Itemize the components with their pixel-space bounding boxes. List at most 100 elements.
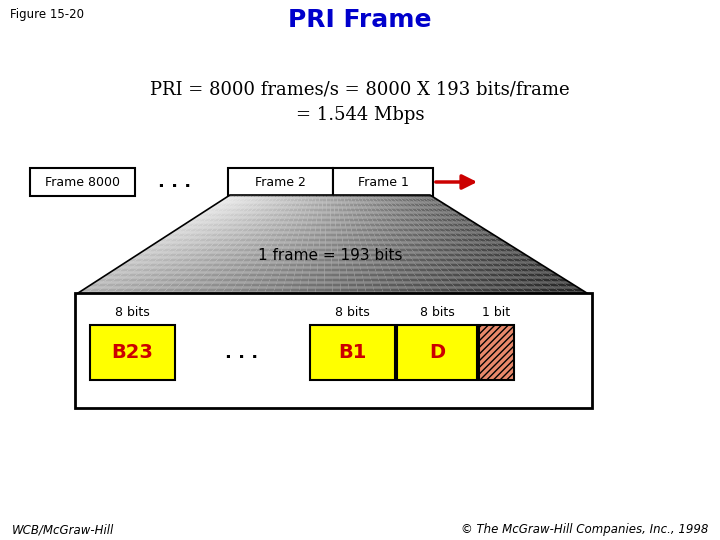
Polygon shape xyxy=(413,251,420,253)
Polygon shape xyxy=(392,238,399,239)
Polygon shape xyxy=(379,280,387,281)
Polygon shape xyxy=(265,226,271,227)
Polygon shape xyxy=(460,294,470,295)
Polygon shape xyxy=(248,253,255,254)
Polygon shape xyxy=(274,291,282,293)
Polygon shape xyxy=(348,287,357,289)
Polygon shape xyxy=(316,199,320,200)
Polygon shape xyxy=(223,239,230,240)
Polygon shape xyxy=(418,224,424,225)
Polygon shape xyxy=(304,234,310,235)
Polygon shape xyxy=(132,271,141,273)
Polygon shape xyxy=(221,225,228,226)
Polygon shape xyxy=(410,247,418,249)
Polygon shape xyxy=(148,260,156,261)
Polygon shape xyxy=(241,207,246,209)
Polygon shape xyxy=(408,276,416,278)
Polygon shape xyxy=(415,290,425,291)
Polygon shape xyxy=(391,291,400,293)
Polygon shape xyxy=(431,205,436,206)
Polygon shape xyxy=(420,221,426,222)
Polygon shape xyxy=(338,202,341,204)
Polygon shape xyxy=(349,205,354,206)
Polygon shape xyxy=(434,225,440,226)
Polygon shape xyxy=(438,214,444,215)
Polygon shape xyxy=(461,239,468,240)
Polygon shape xyxy=(430,256,437,258)
Polygon shape xyxy=(343,246,350,247)
Polygon shape xyxy=(185,251,193,253)
Polygon shape xyxy=(294,206,299,207)
Polygon shape xyxy=(256,291,265,293)
Polygon shape xyxy=(271,210,276,211)
Polygon shape xyxy=(302,244,307,245)
Polygon shape xyxy=(525,267,534,269)
Polygon shape xyxy=(356,213,361,214)
Polygon shape xyxy=(339,211,343,213)
Polygon shape xyxy=(416,218,422,219)
Polygon shape xyxy=(193,218,199,219)
Polygon shape xyxy=(535,265,544,266)
Polygon shape xyxy=(470,226,477,227)
Polygon shape xyxy=(87,291,98,293)
Polygon shape xyxy=(341,225,346,226)
Polygon shape xyxy=(476,256,484,258)
Polygon shape xyxy=(276,224,282,225)
Polygon shape xyxy=(170,233,177,234)
Polygon shape xyxy=(358,256,364,258)
Polygon shape xyxy=(320,231,325,233)
Polygon shape xyxy=(374,206,378,207)
Polygon shape xyxy=(286,215,291,216)
Polygon shape xyxy=(526,285,536,286)
Polygon shape xyxy=(402,207,408,209)
Polygon shape xyxy=(459,282,468,284)
Polygon shape xyxy=(332,271,339,273)
Polygon shape xyxy=(400,226,406,227)
Polygon shape xyxy=(331,237,337,238)
Polygon shape xyxy=(307,206,310,207)
Polygon shape xyxy=(540,284,550,285)
Polygon shape xyxy=(498,281,507,282)
Polygon shape xyxy=(387,229,393,230)
Polygon shape xyxy=(242,286,251,287)
Polygon shape xyxy=(221,214,227,215)
Polygon shape xyxy=(238,204,243,205)
Polygon shape xyxy=(228,195,233,196)
Polygon shape xyxy=(187,284,197,285)
Polygon shape xyxy=(122,264,130,265)
Polygon shape xyxy=(208,227,215,229)
Polygon shape xyxy=(220,241,228,242)
Polygon shape xyxy=(239,256,246,258)
Polygon shape xyxy=(204,258,212,259)
Polygon shape xyxy=(422,234,429,235)
Polygon shape xyxy=(150,269,159,270)
Polygon shape xyxy=(373,205,377,206)
Polygon shape xyxy=(316,224,321,225)
Polygon shape xyxy=(412,222,418,224)
Polygon shape xyxy=(511,274,521,275)
Polygon shape xyxy=(530,271,539,273)
Polygon shape xyxy=(261,225,267,226)
Polygon shape xyxy=(330,222,336,224)
Polygon shape xyxy=(193,231,200,233)
Polygon shape xyxy=(386,278,394,279)
Polygon shape xyxy=(468,293,477,294)
Polygon shape xyxy=(374,291,383,293)
Polygon shape xyxy=(333,286,341,287)
Polygon shape xyxy=(461,261,469,262)
Polygon shape xyxy=(281,202,285,204)
Polygon shape xyxy=(534,285,544,286)
Polygon shape xyxy=(180,291,190,293)
Polygon shape xyxy=(474,274,482,275)
Polygon shape xyxy=(365,225,371,226)
Polygon shape xyxy=(477,258,485,259)
Polygon shape xyxy=(295,205,300,206)
Polygon shape xyxy=(467,239,474,240)
Polygon shape xyxy=(264,237,271,238)
Polygon shape xyxy=(256,220,261,221)
Polygon shape xyxy=(533,264,542,265)
Polygon shape xyxy=(495,239,502,240)
Polygon shape xyxy=(279,205,284,206)
Polygon shape xyxy=(446,276,455,278)
Polygon shape xyxy=(305,226,311,227)
